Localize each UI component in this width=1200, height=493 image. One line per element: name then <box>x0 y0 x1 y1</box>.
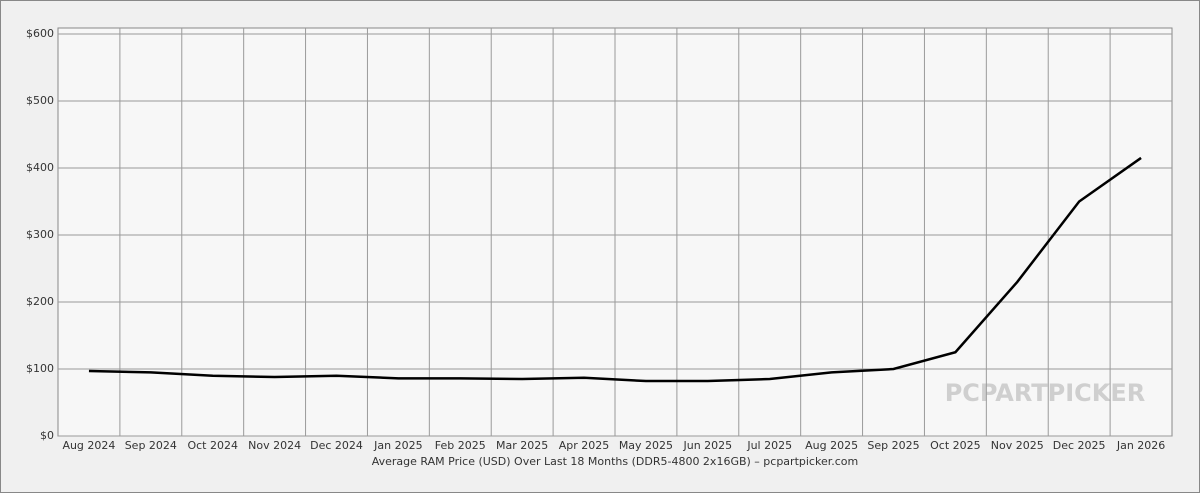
x-tick-label: Nov 2024 <box>248 439 301 452</box>
x-tick-label: Apr 2025 <box>559 439 610 452</box>
y-tick-label: $100 <box>26 362 54 375</box>
y-tick-label: $600 <box>26 27 54 40</box>
watermark: PCPARTPICKER <box>945 379 1146 407</box>
y-tick-label: $500 <box>26 94 54 107</box>
x-tick-label: Jan 2025 <box>373 439 422 452</box>
x-tick-label: Jul 2025 <box>746 439 792 452</box>
x-tick-label: Oct 2024 <box>187 439 238 452</box>
x-tick-label: Aug 2025 <box>805 439 858 452</box>
x-tick-label: Sep 2025 <box>867 439 919 452</box>
x-tick-label: Feb 2025 <box>435 439 486 452</box>
y-tick-label: $200 <box>26 295 54 308</box>
x-tick-label: May 2025 <box>619 439 673 452</box>
x-tick-label: Dec 2025 <box>1053 439 1106 452</box>
x-tick-label: Jun 2025 <box>682 439 732 452</box>
x-tick-label: Nov 2025 <box>991 439 1044 452</box>
x-axis-label: Average RAM Price (USD) Over Last 18 Mon… <box>372 455 858 468</box>
x-tick-label: Dec 2024 <box>310 439 363 452</box>
price-line <box>88 156 1142 383</box>
y-tick-label: $400 <box>26 161 54 174</box>
x-tick-label: Oct 2025 <box>930 439 981 452</box>
x-tick-label: Aug 2024 <box>62 439 115 452</box>
x-tick-label: Mar 2025 <box>496 439 548 452</box>
x-tick-label: Sep 2024 <box>125 439 177 452</box>
x-tick-label: Jan 2026 <box>1116 439 1165 452</box>
y-tick-label: $300 <box>26 228 54 241</box>
y-tick-label: $0 <box>40 429 54 442</box>
